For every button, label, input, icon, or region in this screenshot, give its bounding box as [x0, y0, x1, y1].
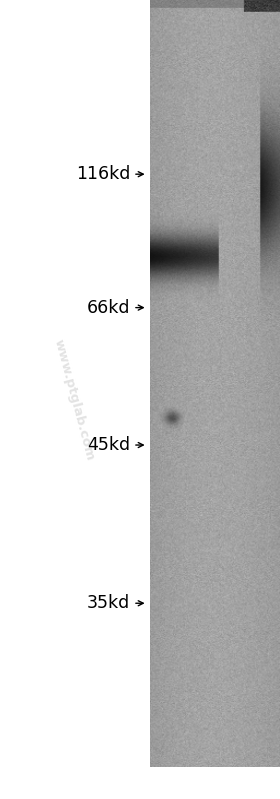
Text: 116kd: 116kd	[76, 165, 130, 183]
Text: 45kd: 45kd	[87, 436, 130, 454]
Text: 35kd: 35kd	[87, 594, 130, 612]
Text: 66kd: 66kd	[87, 299, 130, 316]
Text: www.ptglab.com: www.ptglab.com	[52, 337, 97, 462]
